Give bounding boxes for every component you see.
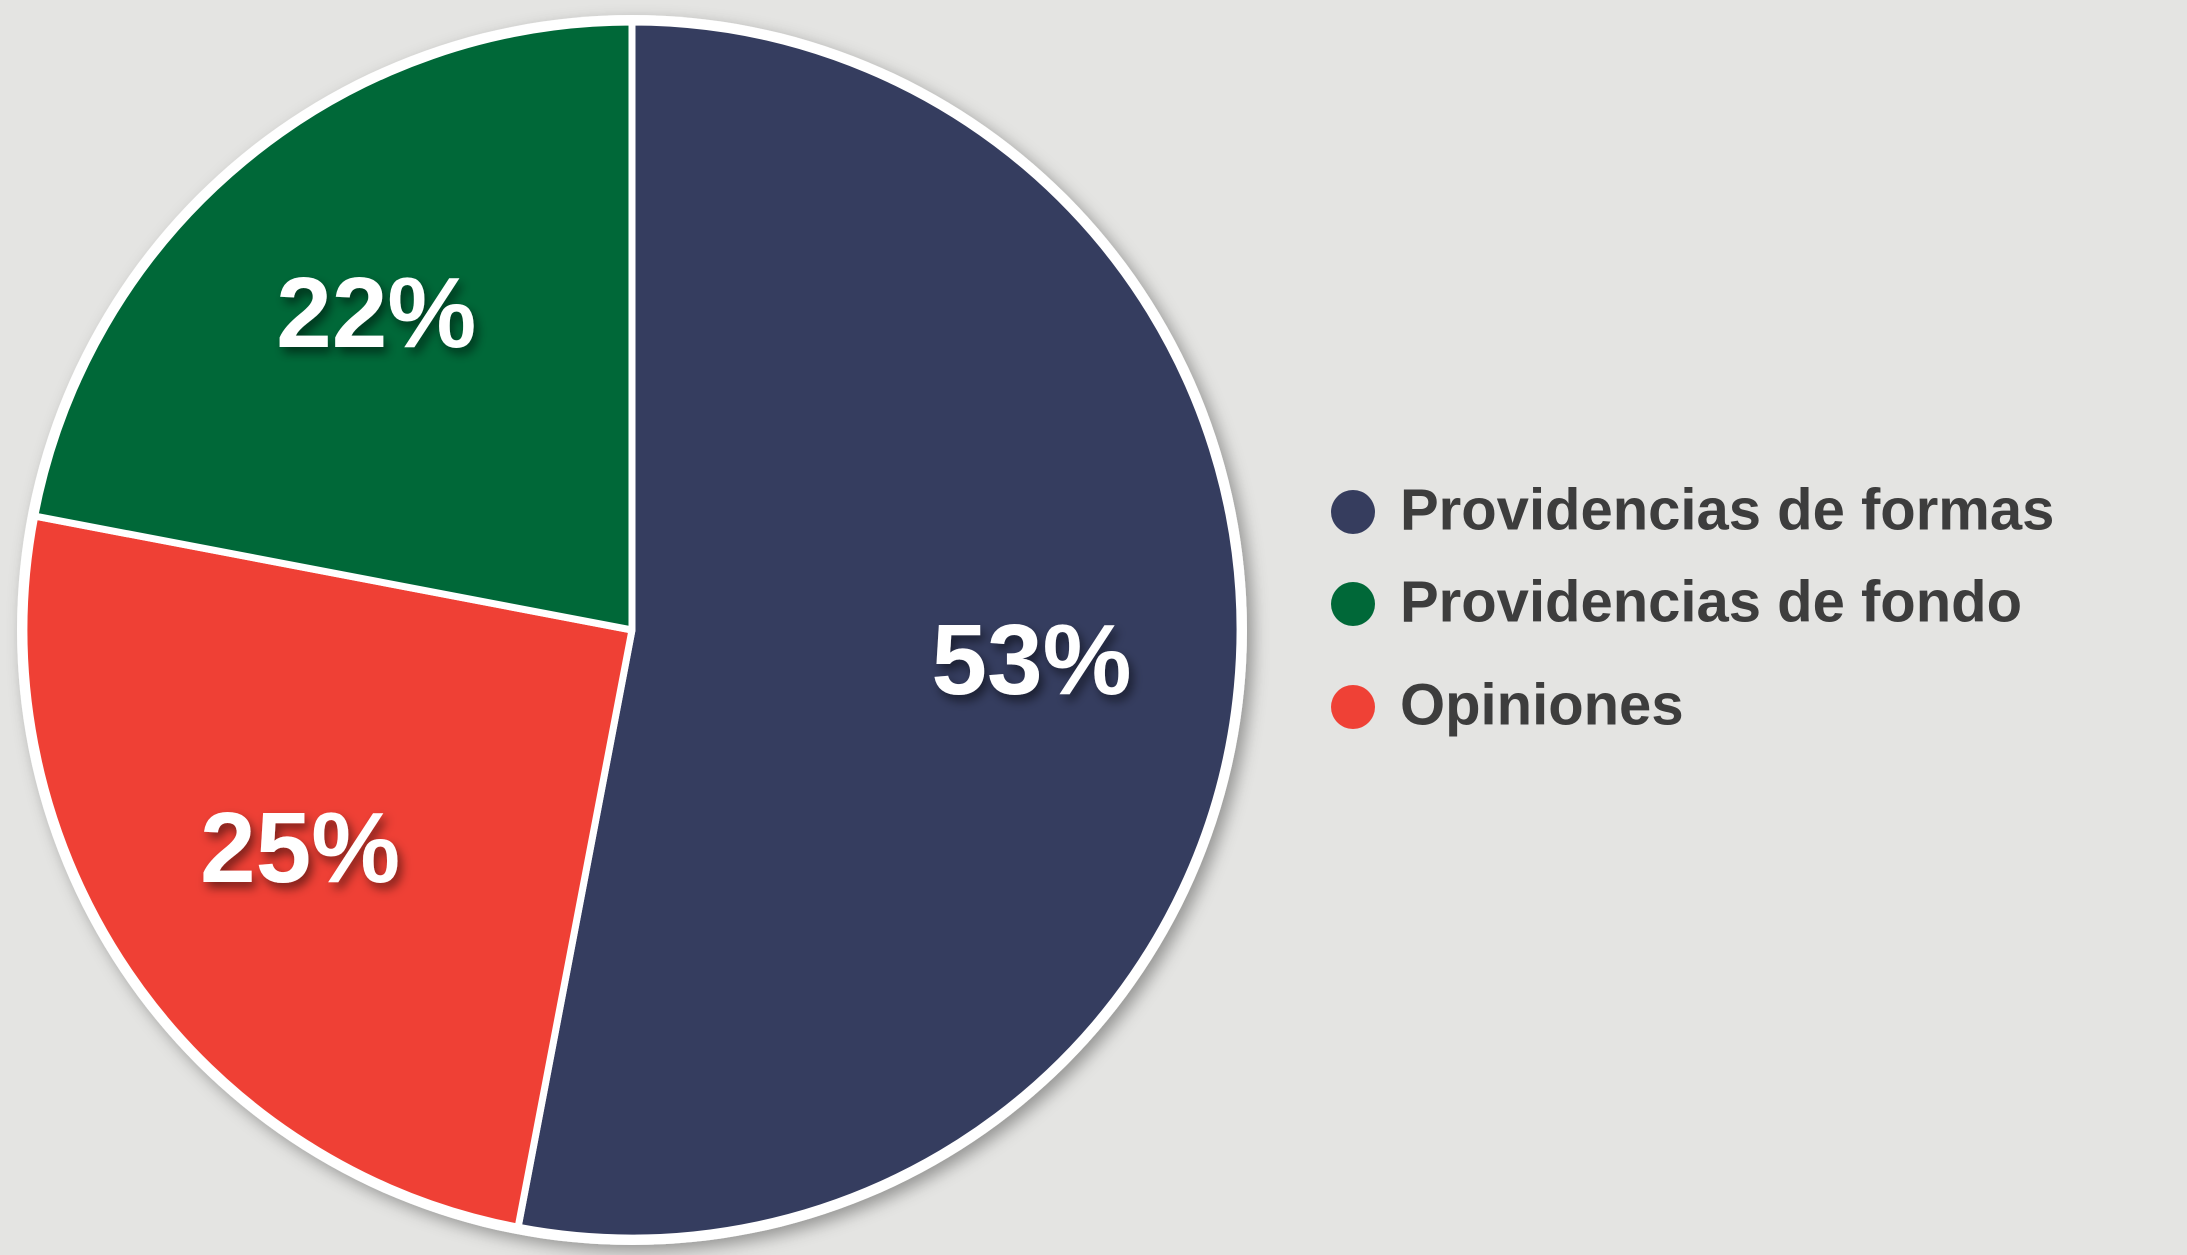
labels: 53% 25% 22% — [200, 257, 1132, 904]
data-label: 22% — [276, 257, 476, 369]
legend-label: Opiniones — [1400, 672, 1684, 737]
pie-slice — [31, 18, 636, 634]
data-label: 25% — [200, 792, 400, 904]
legend-swatch — [1331, 582, 1375, 626]
legend-label: Providencias de formas — [1400, 477, 2054, 542]
pie — [17, 15, 1247, 1245]
legend: Providencias de formas Providencias de fo… — [1331, 477, 2054, 737]
legend-swatch — [1331, 685, 1375, 729]
legend-swatch — [1331, 490, 1375, 534]
pie-slice — [20, 512, 636, 1231]
legend-label: Providencias de fondo — [1400, 569, 2022, 634]
pie-slice — [514, 18, 1244, 1242]
data-label: 53% — [931, 604, 1131, 716]
